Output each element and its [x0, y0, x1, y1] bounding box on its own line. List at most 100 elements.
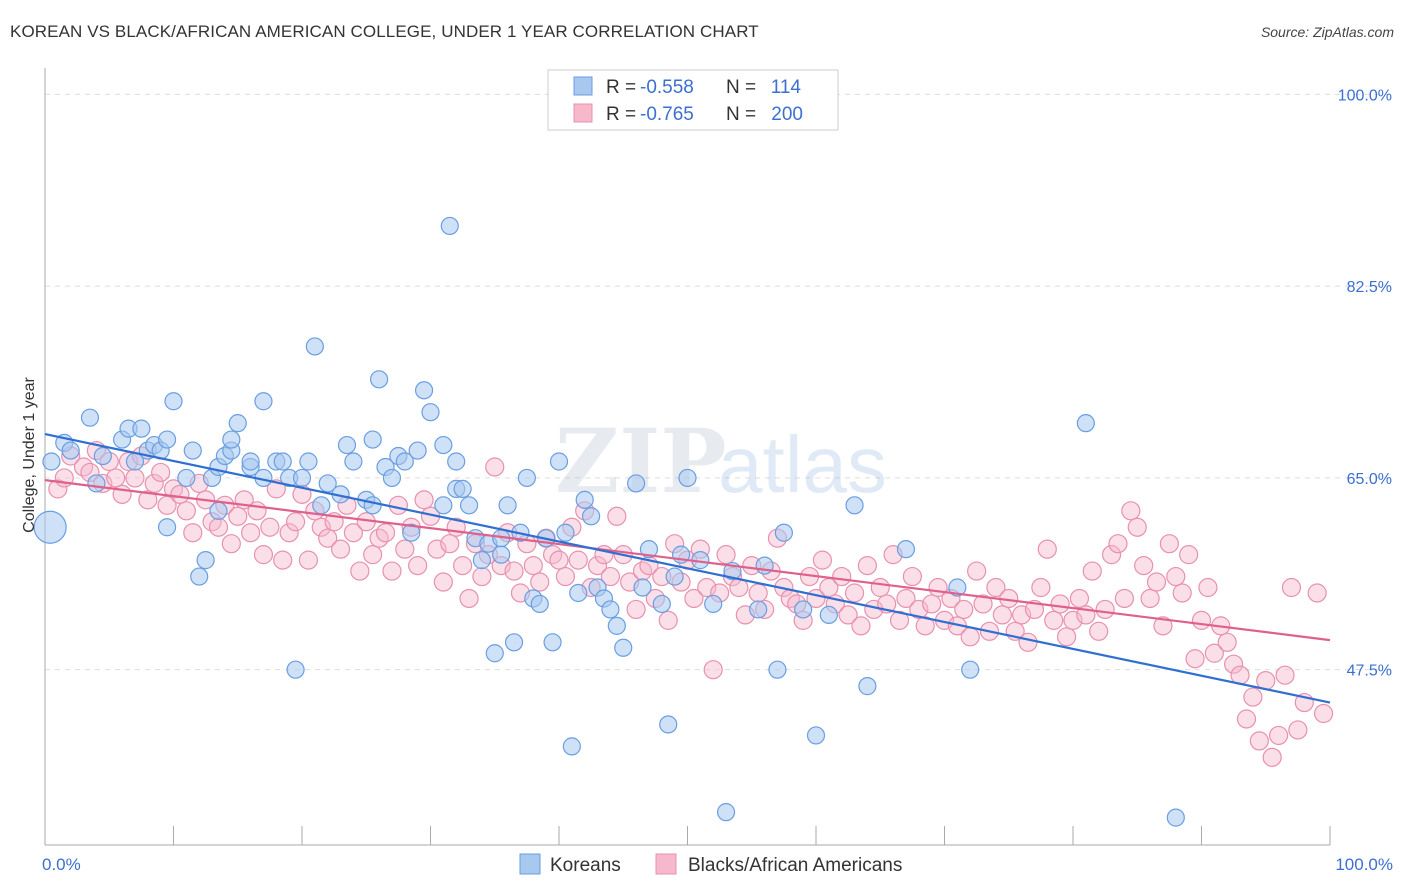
point-blacks-195 — [1313, 703, 1334, 724]
point-blacks-53 — [395, 539, 415, 559]
point-blacks-191 — [1281, 577, 1302, 598]
point-blacks-155 — [1050, 594, 1070, 614]
point-blacks-190 — [1275, 665, 1295, 685]
point-blacks-123 — [844, 583, 865, 603]
point-blacks-166 — [1121, 501, 1141, 521]
point-blacks-45 — [343, 523, 363, 543]
point-blacks-162 — [1095, 599, 1115, 620]
point-blacks-83 — [587, 555, 608, 576]
point-koreans-6 — [93, 446, 112, 466]
point-blacks-74 — [530, 572, 550, 592]
point-blacks-161 — [1089, 621, 1109, 641]
point-koreans-79 — [562, 737, 581, 756]
point-koreans-82 — [582, 507, 601, 526]
point-koreans-89 — [633, 578, 652, 597]
point-koreans-77 — [549, 452, 569, 471]
point-blacks-130 — [889, 610, 910, 630]
point-koreans-18 — [183, 441, 202, 460]
point-koreans-0 — [42, 452, 61, 471]
point-koreans-16 — [164, 392, 183, 411]
point-koreans-112 — [1076, 414, 1095, 433]
point-blacks-165 — [1114, 588, 1135, 609]
point-blacks-125 — [857, 555, 878, 576]
point-koreans-110 — [948, 578, 967, 597]
point-blacks-20 — [183, 523, 203, 543]
point-koreans-87 — [614, 638, 633, 657]
point-koreans-4 — [80, 408, 100, 427]
point-blacks-85 — [600, 566, 621, 587]
point-koreans-85 — [601, 600, 620, 619]
point-blacks-167 — [1127, 517, 1147, 537]
point-blacks-145 — [986, 577, 1006, 598]
legend-r-value-0: -0.558 — [640, 77, 694, 98]
point-blacks-158 — [1069, 588, 1090, 609]
point-koreans-98 — [716, 803, 736, 822]
point-blacks-108 — [748, 583, 768, 603]
point-blacks-194 — [1307, 583, 1327, 603]
point-koreans-76 — [543, 633, 562, 652]
point-koreans-107 — [845, 496, 864, 515]
point-blacks-13 — [138, 490, 158, 510]
point-blacks-164 — [1108, 534, 1128, 554]
point-blacks-122 — [838, 605, 858, 625]
point-koreans-100 — [749, 600, 768, 619]
point-blacks-19 — [176, 501, 196, 521]
point-blacks-51 — [382, 561, 402, 581]
point-koreans-113 — [1166, 808, 1185, 827]
point-blacks-80 — [568, 550, 588, 570]
point-koreans-102 — [768, 660, 787, 679]
point-koreans-53 — [408, 441, 427, 460]
point-blacks-103 — [716, 545, 736, 565]
point-blacks-67 — [485, 457, 505, 477]
point-blacks-181 — [1217, 632, 1237, 652]
point-blacks-29 — [241, 523, 261, 543]
point-koreans-97 — [704, 594, 723, 614]
point-koreans-15 — [157, 518, 177, 537]
point-blacks-174 — [1172, 583, 1192, 603]
point-blacks-24 — [208, 517, 229, 537]
y-tick-label-1: 82.5% — [1347, 279, 1392, 296]
point-blacks-188 — [1262, 747, 1282, 767]
point-koreans-80 — [569, 583, 588, 603]
point-blacks-135 — [922, 594, 942, 614]
point-blacks-73 — [523, 555, 543, 576]
point-koreans-108 — [858, 677, 877, 696]
point-blacks-175 — [1179, 545, 1199, 565]
legend-swatch-koreans — [573, 76, 593, 96]
point-blacks-182 — [1224, 654, 1244, 674]
point-koreans-104 — [794, 600, 813, 619]
point-blacks-59 — [433, 572, 453, 592]
chart-title: KOREAN VS BLACK/AFRICAN AMERICAN COLLEGE… — [10, 22, 759, 41]
point-blacks-171 — [1153, 616, 1173, 636]
legend-n-value-0: 114 — [771, 77, 802, 98]
point-blacks-31 — [253, 545, 274, 565]
point-blacks-124 — [851, 616, 871, 636]
point-blacks-27 — [228, 506, 248, 526]
y-tick-label-0: 100.0% — [1338, 87, 1392, 104]
source-credit: Source: ZipAtlas.com — [1260, 24, 1394, 40]
point-blacks-146 — [992, 605, 1012, 625]
point-blacks-60 — [440, 534, 460, 554]
y-tick-label-2: 65.0% — [1347, 471, 1392, 488]
point-koreans-49 — [382, 468, 402, 488]
point-koreans-40 — [318, 474, 337, 493]
point-blacks-38 — [298, 550, 319, 570]
point-blacks-185 — [1243, 687, 1263, 707]
x-tick-label-1: 100.0% — [1335, 855, 1393, 874]
point-koreans-43 — [344, 452, 363, 471]
point-koreans-60 — [447, 452, 466, 471]
point-blacks-15 — [151, 462, 171, 483]
point-blacks-52 — [388, 495, 408, 515]
point-blacks-0 — [48, 479, 68, 499]
point-koreans-62 — [459, 496, 479, 515]
point-koreans-38 — [305, 337, 324, 356]
point-koreans-45 — [363, 430, 382, 449]
point-blacks-192 — [1288, 720, 1308, 740]
point-koreans-106 — [819, 605, 838, 625]
point-blacks-34 — [273, 550, 293, 570]
point-koreans-93 — [665, 567, 684, 586]
point-blacks-140 — [954, 599, 974, 620]
point-blacks-170 — [1146, 572, 1167, 592]
x-tick-labels: 0.0% 100.0% — [42, 855, 1393, 874]
